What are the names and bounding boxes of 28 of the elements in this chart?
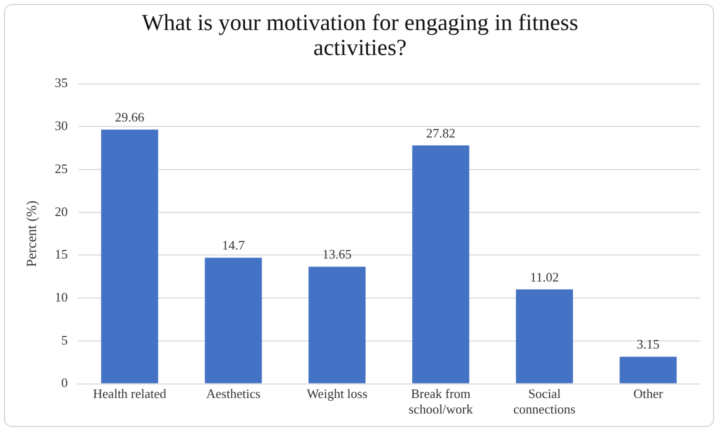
y-tick-label: 5: [61, 332, 68, 348]
data-label: 27.82: [426, 125, 456, 140]
x-tick-label: Social connections: [513, 386, 576, 417]
y-tick-label: 25: [54, 160, 68, 176]
data-label: 3.15: [636, 336, 660, 352]
y-tick-label: 35: [54, 75, 68, 90]
data-label: 29.66: [115, 109, 145, 124]
x-tick-label: Other: [633, 386, 664, 402]
y-axis-title: Percent (%): [25, 200, 40, 268]
bar: [516, 289, 573, 384]
x-tick-label: Weight loss: [306, 386, 368, 402]
data-label: 14.7: [222, 238, 246, 253]
data-label: 13.65: [322, 246, 352, 262]
bar: [308, 266, 366, 384]
data-label: 11.02: [530, 269, 559, 284]
y-tick-label: 30: [54, 118, 68, 134]
chart-title: What is your motivation for engaging in fitness activities?: [140, 10, 580, 60]
x-tick-label: Break from school/work: [408, 386, 474, 417]
bar: [412, 145, 470, 384]
y-tick-label: 15: [54, 246, 68, 262]
bar: [204, 258, 262, 384]
x-tick-label: Aesthetics: [206, 386, 260, 402]
y-tick-label: 10: [54, 290, 68, 305]
y-tick-label: 0: [61, 375, 68, 390]
x-tick-label: Health related: [93, 386, 167, 402]
y-tick-label: 20: [54, 204, 68, 219]
bar: [620, 356, 677, 384]
bar: [101, 130, 158, 384]
